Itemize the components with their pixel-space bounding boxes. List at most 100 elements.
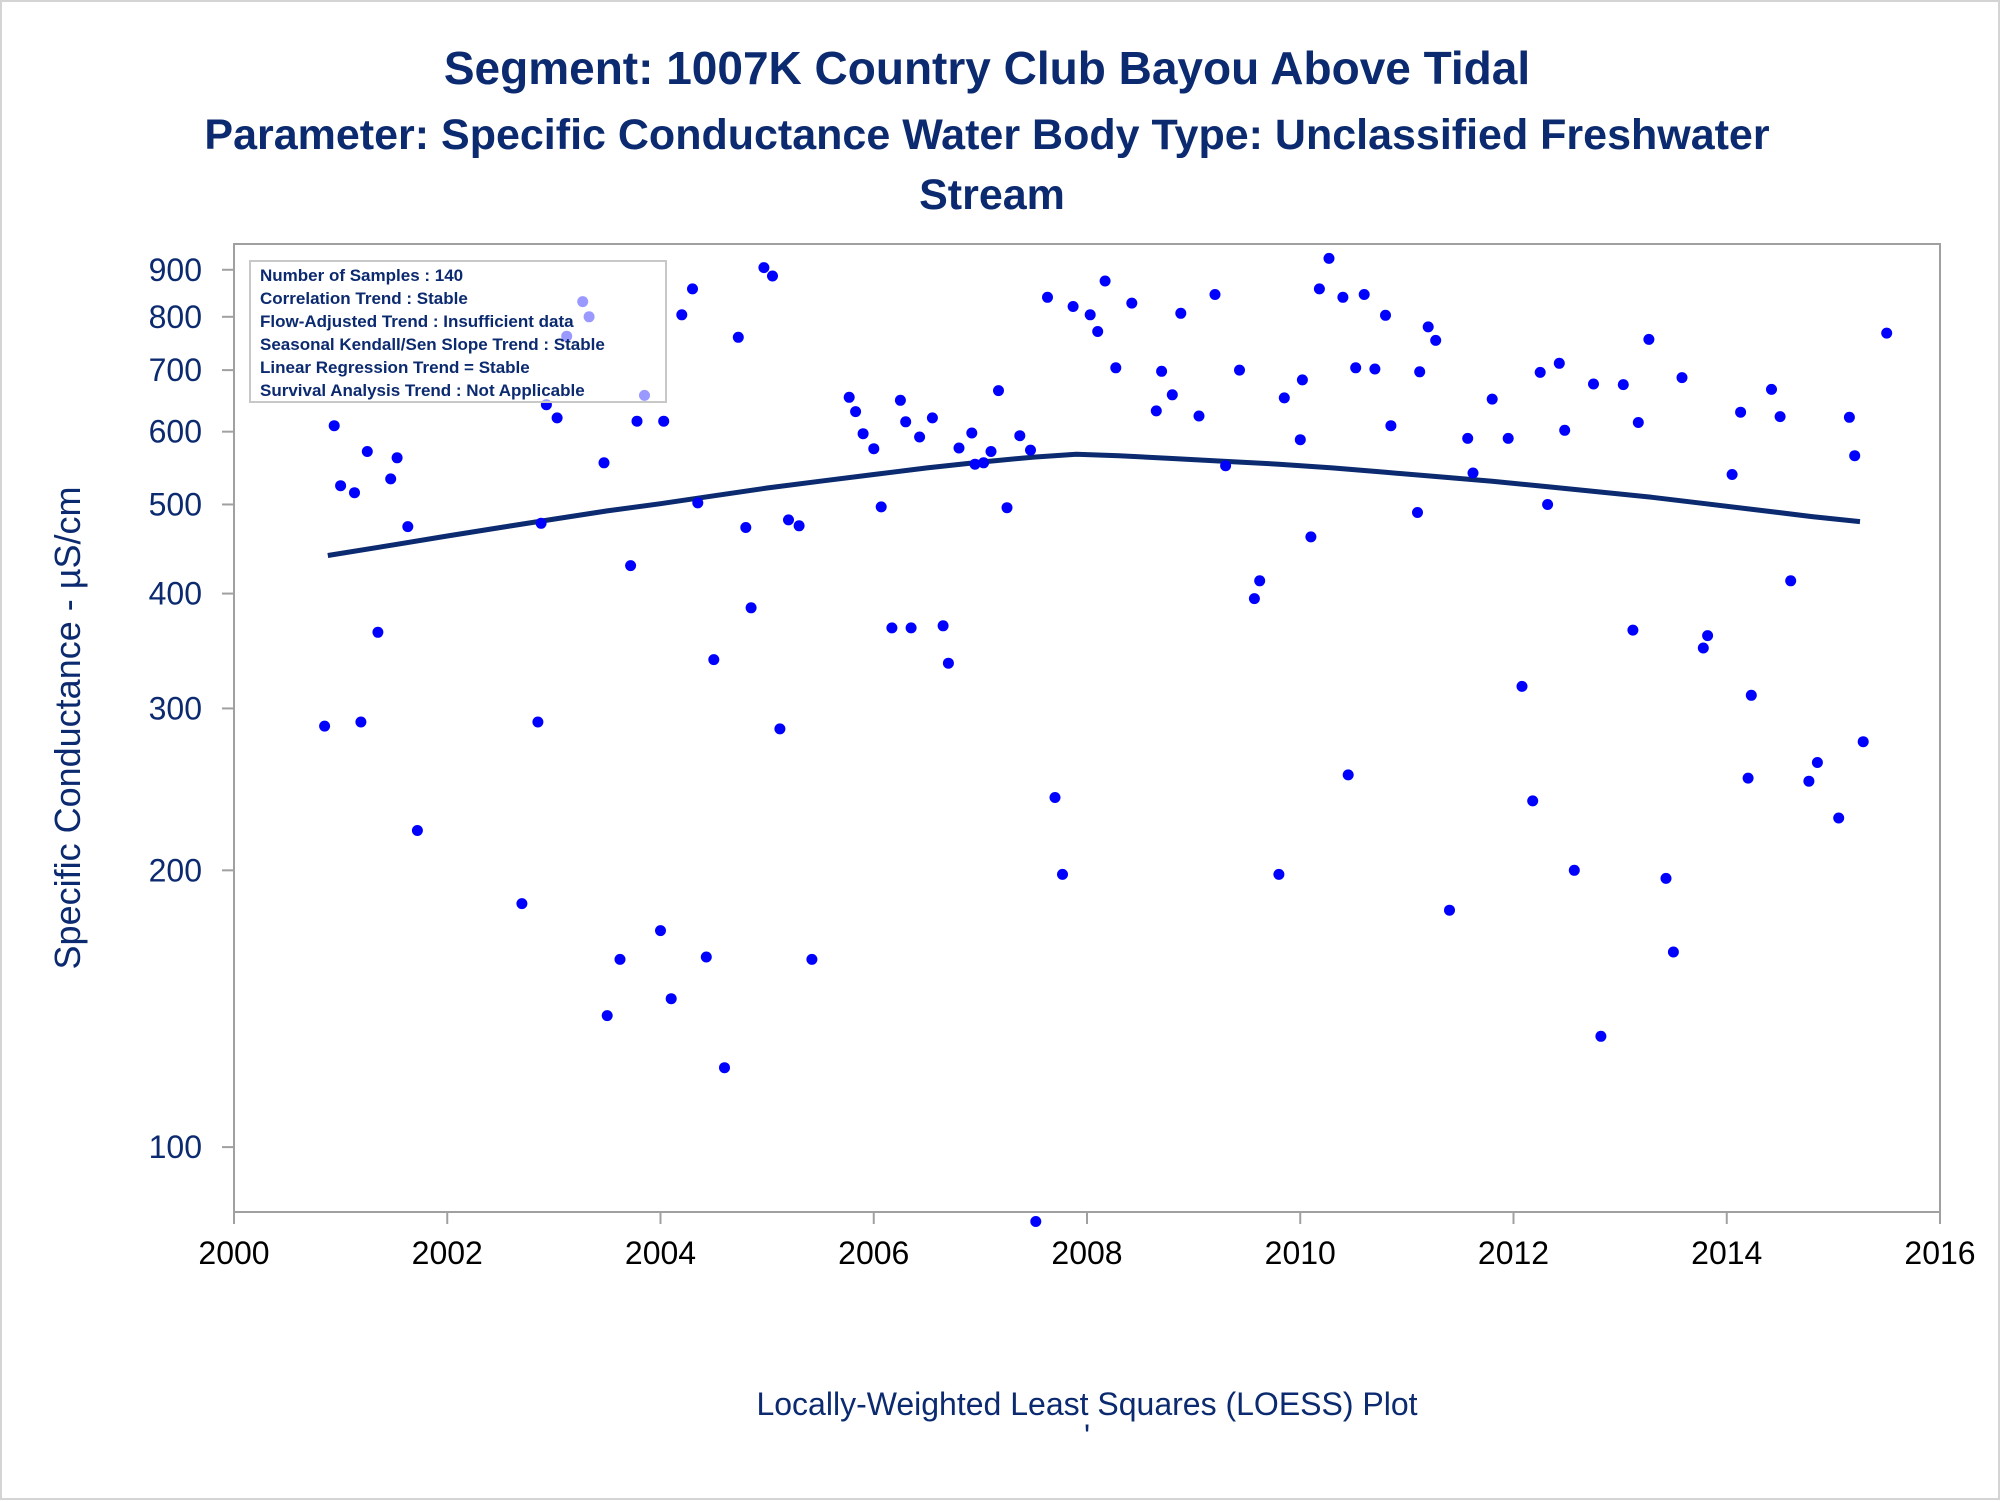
data-point <box>1486 393 1498 405</box>
data-point <box>601 1010 613 1022</box>
data-point <box>1643 333 1655 345</box>
data-point <box>665 993 677 1005</box>
x-tick-label: 2012 <box>1478 1235 1549 1271</box>
data-point <box>1849 450 1861 462</box>
data-point <box>1811 757 1823 768</box>
data-point <box>535 517 547 529</box>
data-point <box>1369 363 1381 375</box>
data-point <box>655 925 666 937</box>
y-tick-label: 900 <box>149 252 202 288</box>
data-point <box>868 443 880 455</box>
x-tick-label: 2002 <box>412 1235 483 1271</box>
data-point <box>1632 417 1644 428</box>
data-point <box>1660 872 1672 884</box>
data-point <box>1294 434 1306 446</box>
data-point <box>1412 507 1423 518</box>
data-point <box>1595 1030 1607 1042</box>
data-point <box>1553 357 1565 369</box>
data-point <box>335 480 347 492</box>
data-point <box>1350 362 1362 374</box>
stats-line-linear-regression: Linear Regression Trend = Stable <box>260 358 530 377</box>
data-point <box>1313 283 1325 295</box>
data-point <box>1342 769 1354 781</box>
data-point <box>900 416 912 428</box>
data-point <box>1049 792 1061 803</box>
data-point <box>1042 291 1053 303</box>
data-point <box>1542 499 1554 510</box>
y-tick-label: 300 <box>149 690 202 726</box>
data-point <box>328 420 340 432</box>
x-tick-label: 2000 <box>198 1235 269 1271</box>
data-point <box>914 431 926 443</box>
data-point <box>894 394 906 406</box>
data-point <box>1735 406 1747 418</box>
data-point <box>516 898 528 910</box>
data-point <box>1166 389 1178 401</box>
data-point <box>886 622 898 634</box>
data-point <box>857 428 869 440</box>
data-point <box>551 412 563 424</box>
chart-subtitle: Parameter: Specific Conductance Water Bo… <box>204 111 1769 159</box>
data-point <box>1248 593 1260 605</box>
y-tick-label: 400 <box>149 576 202 612</box>
loess-layer <box>327 451 1861 558</box>
data-point <box>1273 868 1285 880</box>
data-point <box>1030 1216 1042 1227</box>
data-point <box>1025 444 1036 456</box>
data-point <box>349 487 360 499</box>
data-point <box>1385 420 1397 432</box>
data-point <box>1833 812 1845 824</box>
data-point <box>732 331 744 343</box>
data-point <box>1627 624 1639 636</box>
data-point <box>806 953 818 965</box>
data-point <box>719 1062 730 1074</box>
data-point <box>1323 252 1335 264</box>
data-point <box>1092 326 1104 337</box>
data-point <box>700 951 712 963</box>
data-point <box>631 415 643 427</box>
data-point <box>758 262 770 274</box>
y-axis-label: Specific Conductance - µS/cm <box>47 487 88 970</box>
data-point <box>953 442 965 454</box>
data-point <box>978 457 990 469</box>
data-point <box>1726 469 1738 480</box>
y-tick-label: 200 <box>149 852 202 888</box>
data-point <box>793 520 805 532</box>
data-point <box>993 385 1004 397</box>
y-axis: 100 200 300 400 500 600 700 800 900 <box>149 252 234 1165</box>
data-point <box>1305 531 1317 543</box>
data-point <box>1209 289 1221 300</box>
data-point <box>1774 411 1786 423</box>
data-point <box>1430 334 1442 346</box>
data-point <box>1467 467 1479 479</box>
data-point <box>926 412 938 424</box>
data-point <box>942 657 954 669</box>
footnote-mark: ' <box>1084 1418 1090 1454</box>
stats-line-samples: Number of Samples : 140 <box>260 266 463 285</box>
data-point <box>1014 430 1026 442</box>
data-point <box>875 501 887 513</box>
data-point <box>372 626 384 638</box>
data-point <box>1193 410 1205 422</box>
data-point <box>385 473 397 485</box>
data-point <box>319 720 331 732</box>
data-point <box>969 458 981 470</box>
data-point <box>1084 309 1096 321</box>
stats-box: Number of Samples : 140 Correlation Tren… <box>249 260 667 403</box>
data-point <box>985 446 997 457</box>
data-point <box>1099 275 1111 287</box>
data-point <box>745 602 757 614</box>
data-point <box>1857 736 1869 748</box>
data-point <box>1110 362 1122 374</box>
data-point <box>658 415 670 427</box>
x-tick-label: 2010 <box>1265 1235 1336 1271</box>
data-point <box>1067 301 1079 312</box>
stats-line-survival: Survival Analysis Trend : Not Applicable <box>260 381 585 400</box>
y-tick-label: 500 <box>149 486 202 522</box>
data-point <box>1568 864 1580 876</box>
y-tick-label: 800 <box>149 299 202 335</box>
data-point <box>1617 379 1629 391</box>
data-point <box>1337 291 1349 303</box>
footnote: Locally-Weighted Least Squares (LOESS) P… <box>756 1386 1417 1422</box>
